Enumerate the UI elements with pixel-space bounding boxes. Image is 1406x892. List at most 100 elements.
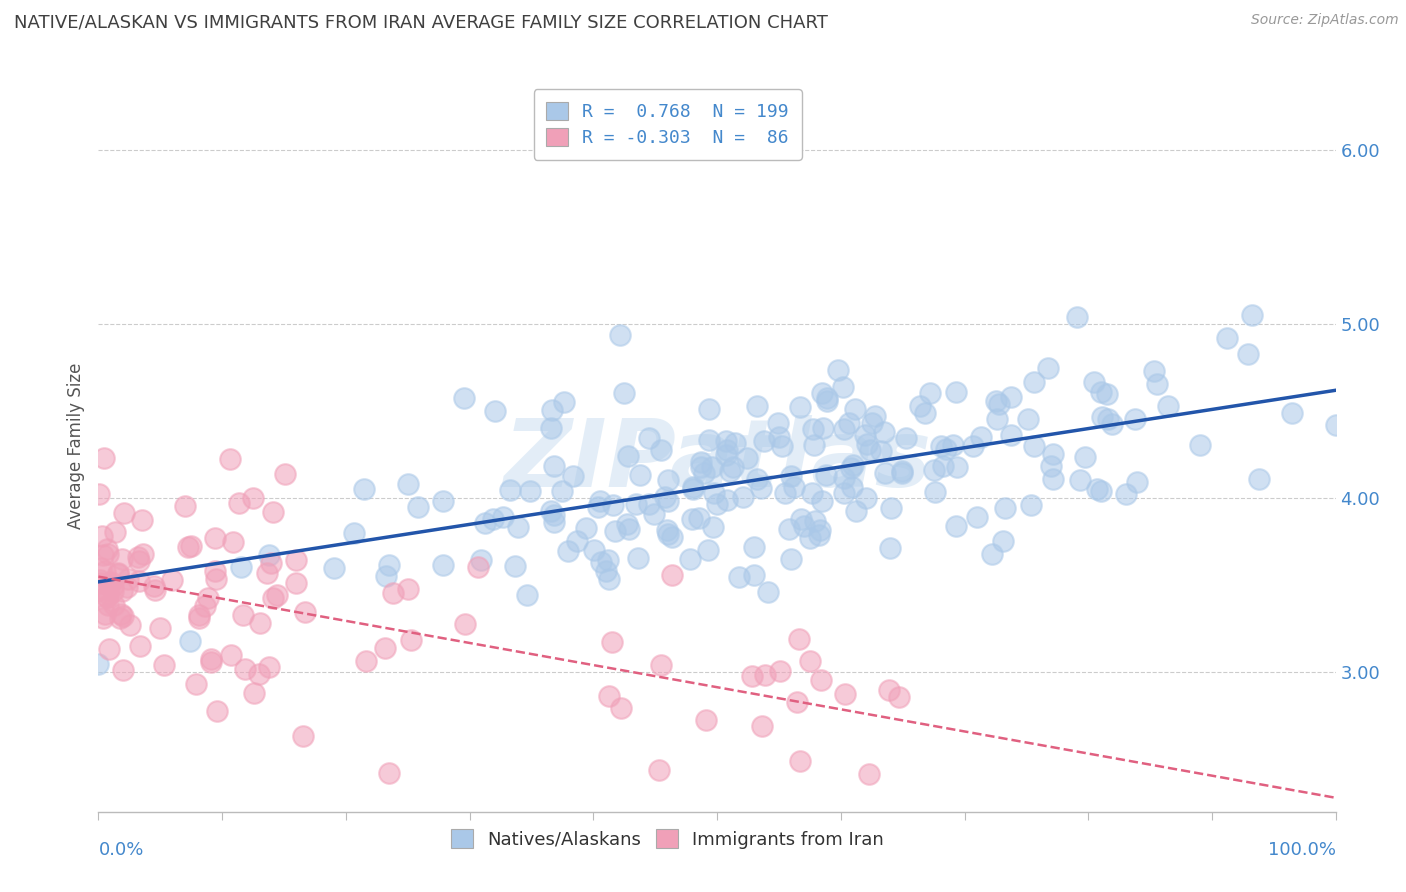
Point (637, 431, 659, 445)
Point (356, 654, 378, 668)
Point (803, 514, 825, 528)
Point (887, 690, 910, 705)
Point (90, 575, 112, 590)
Point (1042, 447, 1064, 461)
Point (89, 486, 111, 500)
Point (655, 523, 678, 537)
Point (657, 494, 679, 508)
Point (93, 450, 115, 465)
Point (779, 552, 801, 566)
Point (453, 391, 475, 405)
Point (1091, 410, 1114, 425)
Point (650, 658, 672, 673)
Point (815, 394, 838, 409)
Point (111, 584, 134, 599)
Point (811, 421, 834, 435)
Point (1074, 450, 1097, 464)
Point (100, 574, 122, 589)
Point (770, 439, 793, 453)
Point (942, 438, 965, 452)
Point (143, 582, 166, 597)
Point (378, 766, 401, 780)
Point (506, 520, 529, 534)
Point (815, 467, 838, 482)
Point (543, 508, 565, 522)
Point (810, 673, 832, 688)
Point (769, 665, 792, 679)
Point (657, 474, 679, 488)
Point (744, 541, 766, 555)
Point (291, 729, 314, 743)
Point (454, 617, 477, 632)
Point (574, 521, 596, 535)
Point (627, 550, 650, 565)
Point (179, 634, 201, 648)
Point (1036, 361, 1059, 376)
Point (285, 553, 308, 567)
Point (827, 362, 849, 376)
Point (870, 443, 893, 458)
Point (657, 526, 679, 541)
Point (112, 608, 135, 623)
Point (966, 510, 988, 524)
Point (945, 384, 967, 399)
Point (87, 583, 110, 598)
Point (503, 559, 526, 574)
Point (1237, 347, 1260, 361)
Point (981, 548, 1004, 562)
Point (1024, 375, 1046, 389)
Point (873, 467, 896, 481)
Point (242, 686, 264, 700)
Point (832, 485, 855, 500)
Point (470, 553, 492, 567)
Point (96, 591, 118, 605)
Point (197, 591, 219, 605)
Text: 100.0%: 100.0% (1268, 841, 1336, 859)
Point (991, 533, 1014, 548)
Point (274, 467, 297, 481)
Point (219, 452, 242, 467)
Point (832, 380, 855, 394)
Point (467, 559, 489, 574)
Point (648, 763, 671, 777)
Point (205, 572, 228, 586)
Point (112, 663, 135, 677)
Point (91, 529, 114, 543)
Point (231, 559, 253, 574)
Point (406, 500, 429, 515)
Point (194, 599, 217, 613)
Point (598, 572, 620, 586)
Point (609, 327, 631, 342)
Point (661, 530, 683, 544)
Point (101, 584, 124, 599)
Point (766, 416, 789, 430)
Point (591, 555, 613, 569)
Point (697, 543, 720, 558)
Point (697, 401, 720, 416)
Point (714, 434, 737, 449)
Point (603, 524, 626, 538)
Point (643, 507, 665, 521)
Point (752, 434, 775, 449)
Point (353, 483, 375, 497)
Point (152, 657, 174, 672)
Point (803, 438, 825, 452)
Point (737, 450, 759, 465)
Point (747, 472, 769, 486)
Point (219, 648, 242, 662)
Point (800, 485, 823, 500)
Point (262, 591, 284, 605)
Point (613, 385, 636, 400)
Point (111, 552, 134, 566)
Point (838, 416, 860, 430)
Point (233, 662, 256, 676)
Point (929, 440, 952, 454)
Point (749, 482, 772, 496)
Point (96, 547, 118, 561)
Point (617, 522, 640, 536)
Point (1083, 375, 1105, 389)
Point (922, 463, 945, 477)
Point (628, 468, 651, 483)
Point (962, 439, 984, 453)
Point (516, 588, 538, 602)
